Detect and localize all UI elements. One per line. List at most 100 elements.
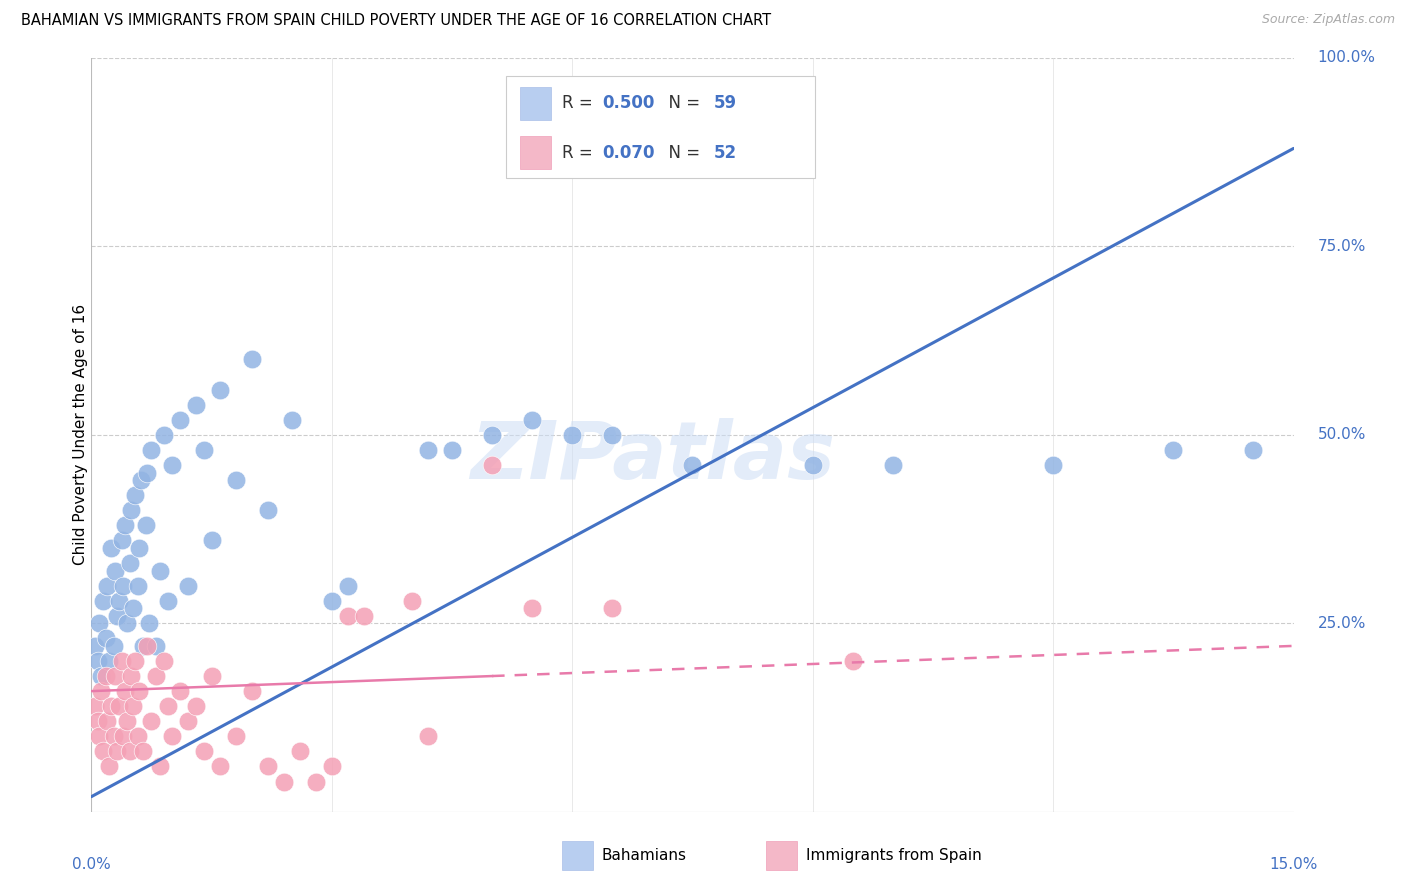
Point bbox=[93, 744, 115, 758]
Point bbox=[121, 669, 143, 683]
Point bbox=[93, 593, 115, 607]
Point bbox=[127, 730, 149, 744]
Point bbox=[87, 714, 110, 729]
Point bbox=[96, 579, 118, 593]
Point bbox=[288, 744, 311, 758]
Point bbox=[136, 466, 159, 480]
Text: 59: 59 bbox=[714, 95, 737, 112]
Point bbox=[94, 632, 117, 646]
Point bbox=[481, 458, 503, 472]
Text: 100.0%: 100.0% bbox=[1317, 51, 1375, 65]
Text: 25.0%: 25.0% bbox=[1317, 615, 1367, 631]
Point bbox=[169, 413, 191, 427]
Point bbox=[128, 684, 150, 698]
Text: R =: R = bbox=[562, 144, 599, 161]
Point bbox=[841, 654, 863, 668]
Text: Immigrants from Spain: Immigrants from Spain bbox=[806, 847, 981, 863]
Text: 0.500: 0.500 bbox=[602, 95, 654, 112]
Text: 75.0%: 75.0% bbox=[1317, 239, 1367, 254]
Point bbox=[273, 774, 295, 789]
Point bbox=[105, 744, 128, 758]
Point bbox=[321, 593, 343, 607]
Point bbox=[117, 714, 139, 729]
Text: BAHAMIAN VS IMMIGRANTS FROM SPAIN CHILD POVERTY UNDER THE AGE OF 16 CORRELATION : BAHAMIAN VS IMMIGRANTS FROM SPAIN CHILD … bbox=[21, 13, 772, 29]
Text: N =: N = bbox=[658, 95, 706, 112]
Point bbox=[1243, 442, 1265, 457]
Point bbox=[225, 730, 247, 744]
Point bbox=[128, 541, 150, 555]
Point bbox=[176, 714, 198, 729]
Point bbox=[169, 684, 191, 698]
Point bbox=[129, 473, 152, 487]
Text: Source: ZipAtlas.com: Source: ZipAtlas.com bbox=[1261, 13, 1395, 27]
Point bbox=[132, 639, 155, 653]
Point bbox=[112, 730, 135, 744]
Point bbox=[208, 383, 231, 397]
Text: ZIPatlas: ZIPatlas bbox=[470, 418, 835, 497]
Point bbox=[184, 699, 207, 714]
Point bbox=[127, 579, 149, 593]
Point bbox=[122, 601, 145, 615]
Point bbox=[602, 601, 624, 615]
Y-axis label: Child Poverty Under the Age of 16: Child Poverty Under the Age of 16 bbox=[73, 304, 87, 566]
Point bbox=[520, 601, 543, 615]
Text: 0.070: 0.070 bbox=[602, 144, 654, 161]
Point bbox=[681, 458, 703, 472]
Point bbox=[184, 398, 207, 412]
Point bbox=[416, 730, 439, 744]
Point bbox=[112, 579, 135, 593]
Point bbox=[118, 556, 141, 570]
Point bbox=[104, 564, 127, 578]
Point bbox=[208, 759, 231, 773]
Point bbox=[100, 541, 122, 555]
Point bbox=[882, 458, 904, 472]
Point bbox=[136, 639, 159, 653]
Point bbox=[336, 579, 359, 593]
Point bbox=[281, 413, 304, 427]
Point bbox=[105, 608, 128, 623]
Text: R =: R = bbox=[562, 95, 599, 112]
Point bbox=[305, 774, 328, 789]
Point bbox=[441, 442, 464, 457]
Point bbox=[94, 669, 117, 683]
Point bbox=[145, 669, 167, 683]
Point bbox=[108, 593, 131, 607]
Point bbox=[176, 579, 198, 593]
Point bbox=[141, 714, 163, 729]
Point bbox=[141, 442, 163, 457]
Point bbox=[416, 442, 439, 457]
Point bbox=[602, 428, 624, 442]
Point bbox=[118, 744, 141, 758]
Point bbox=[240, 684, 263, 698]
Point bbox=[1042, 458, 1064, 472]
Text: Bahamians: Bahamians bbox=[602, 847, 686, 863]
Point bbox=[321, 759, 343, 773]
Point bbox=[193, 744, 215, 758]
Point bbox=[401, 593, 423, 607]
Point bbox=[89, 730, 111, 744]
Point bbox=[117, 616, 139, 631]
Point bbox=[89, 616, 111, 631]
Point bbox=[103, 639, 125, 653]
Point bbox=[114, 518, 136, 533]
Point bbox=[111, 533, 134, 548]
Point bbox=[98, 654, 121, 668]
Point bbox=[148, 564, 170, 578]
Point bbox=[124, 488, 146, 502]
Point bbox=[160, 730, 183, 744]
Point bbox=[256, 503, 278, 517]
Point bbox=[98, 759, 121, 773]
Point bbox=[225, 473, 247, 487]
Point bbox=[135, 518, 157, 533]
Point bbox=[481, 428, 503, 442]
Point bbox=[132, 744, 155, 758]
Point bbox=[84, 639, 107, 653]
Point bbox=[561, 428, 583, 442]
Point bbox=[111, 654, 134, 668]
Point bbox=[108, 699, 131, 714]
Text: 50.0%: 50.0% bbox=[1317, 427, 1367, 442]
Point bbox=[104, 669, 127, 683]
Point bbox=[520, 413, 543, 427]
Point bbox=[801, 458, 824, 472]
Point bbox=[152, 654, 174, 668]
